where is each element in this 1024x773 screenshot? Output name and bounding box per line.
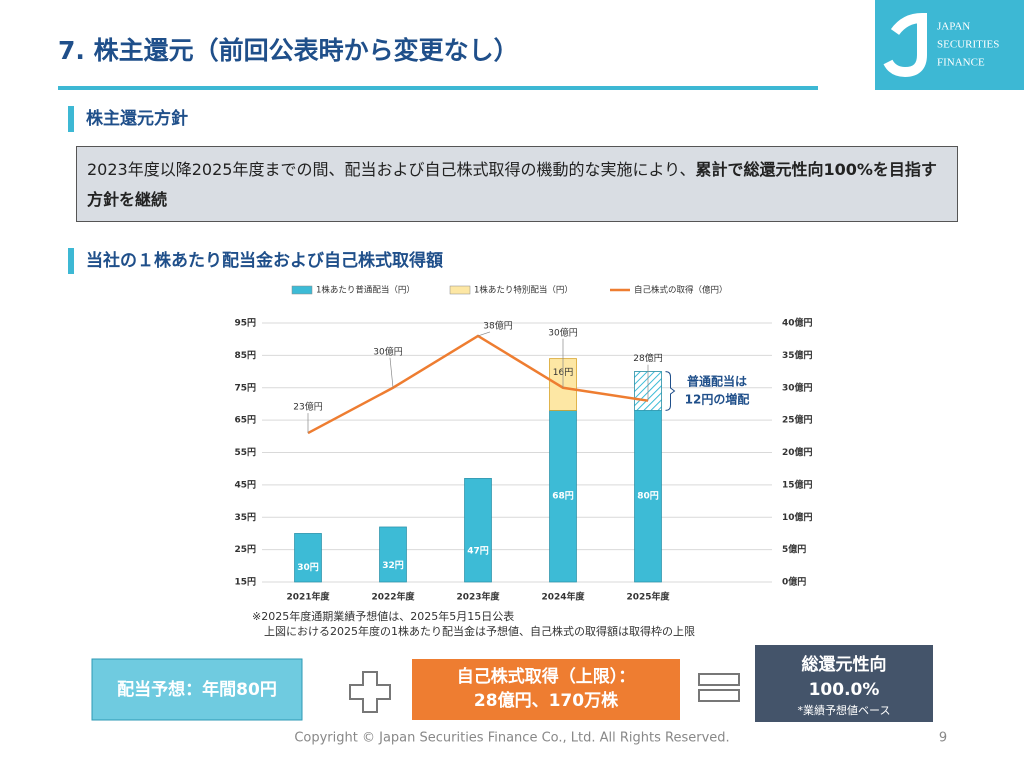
leader: [477, 331, 491, 337]
bar: [294, 533, 322, 583]
y2-tick-label: 35億円: [782, 349, 813, 361]
buyback-text: 自己株式取得（上限）：: [457, 666, 636, 687]
chart: 15円 25円 35円 45円 55円 65円 75円 85円 95円 0億円 5億円 10億円 15億…: [234, 285, 812, 639]
y-tick-label: 55円: [234, 447, 256, 458]
leader: [389, 357, 394, 388]
heading-accent: [68, 106, 74, 132]
bar: [464, 478, 492, 583]
legend-label: 自己株式の取得（億円）: [634, 285, 728, 296]
y-tick-label: 65円: [234, 415, 256, 426]
y2-tick-label: 25億円: [782, 414, 813, 426]
legend-label: 1株あたり普通配当（円）: [316, 285, 415, 296]
y-tick-label: 75円: [234, 382, 256, 393]
bar-label: 30円: [297, 562, 319, 573]
bar: [379, 526, 407, 583]
y2-tick-label: 40億円: [782, 317, 813, 329]
payout-title: 総還元性向: [802, 654, 887, 675]
policy-box: 2023年度以降2025年度までの間、配当および自己株式取得の機動的な実施により…: [76, 146, 958, 222]
y2-tick-label: 30億円: [782, 381, 813, 393]
logo-text: FINANCE: [937, 57, 985, 69]
bar-label: 68円: [552, 491, 574, 502]
annotation-brace: [665, 371, 676, 411]
policy-bold: 累計で総還元性向100%を目指す方針を継続: [87, 160, 937, 209]
equals-icon: [698, 689, 740, 702]
bar-label: 32円: [382, 560, 404, 571]
payout-box: [755, 645, 933, 722]
policy-normal: 2023年度以降2025年度までの間、配当および自己株式取得の機動的な実施により…: [87, 160, 696, 179]
chart-note: ※2025年度通期業績予想値は、2025年5月15日公表: [252, 609, 514, 623]
section-heading: 株主還元方針: [86, 108, 188, 129]
line-label: 30億円: [373, 345, 402, 357]
y2-tick-label: 0億円: [782, 576, 806, 588]
policy-text: 2023年度以降2025年度までの間、配当および自己株式取得の機動的な実施により…: [76, 146, 958, 222]
y2-tick-label: 10億円: [782, 511, 813, 523]
x-tick-label: 2024年度: [541, 591, 585, 603]
legend-swatch: [291, 285, 313, 295]
payout-note: *業績予想値ベース: [798, 703, 891, 717]
plus-icon: [349, 671, 391, 713]
logo-text: SECURITIES: [937, 39, 999, 51]
bar-label: 47円: [467, 545, 489, 556]
dividend-box: [91, 658, 303, 721]
section-heading: 当社の１株あたり配当金および自己株式取得額: [86, 250, 443, 271]
y-tick-label: 85円: [234, 350, 256, 361]
annotation: 12円の増配: [685, 392, 750, 407]
x-tick-label: 2025年度: [626, 591, 670, 603]
chart-note: 上図における2025年度の1株あたり配当金は予想値、自己株式の取得額は取得枠の上…: [264, 624, 695, 638]
line: [307, 334, 649, 435]
buyback-text: 28億円、170万株: [474, 690, 619, 711]
x-tick-label: 2023年度: [456, 591, 500, 603]
payout-value: 100.0%: [809, 680, 880, 700]
y2-tick-label: 5億円: [782, 543, 806, 555]
legend-swatch: [449, 285, 471, 295]
line-label: 38億円: [483, 319, 512, 331]
page-number: 9: [939, 731, 947, 746]
logo-text: JAPAN: [937, 21, 970, 33]
y-tick-label: 95円: [234, 318, 256, 329]
y2-tick-label: 20億円: [782, 446, 813, 458]
x-tick-label: 2022年度: [371, 591, 415, 603]
logo-mark: [883, 12, 927, 78]
y-tick-label: 25円: [234, 544, 256, 555]
title: 7. 株主還元（前回公表時から変更なし）: [58, 36, 519, 65]
buyback-box: [412, 659, 680, 720]
bar: [549, 410, 577, 583]
bar-label: 80円: [637, 491, 659, 502]
line-label: 23億円: [293, 401, 322, 413]
y-tick-label: 35円: [234, 512, 256, 523]
heading-accent: [68, 248, 74, 274]
copyright: Copyright © Japan Securities Finance Co.…: [294, 731, 729, 746]
x-tick-label: 2021年度: [286, 591, 330, 603]
equals-icon: [698, 673, 740, 686]
line-label: 30億円: [548, 326, 577, 338]
dividend-text: 配当予想：年間80円: [117, 679, 277, 700]
line-label: 28億円: [633, 352, 662, 364]
y-tick-label: 15円: [234, 577, 256, 588]
y2-tick-label: 15億円: [782, 478, 813, 490]
legend-label: 1株あたり特別配当（円）: [474, 285, 573, 296]
annotation: 普通配当は: [687, 374, 747, 389]
y-tick-label: 45円: [234, 479, 256, 490]
